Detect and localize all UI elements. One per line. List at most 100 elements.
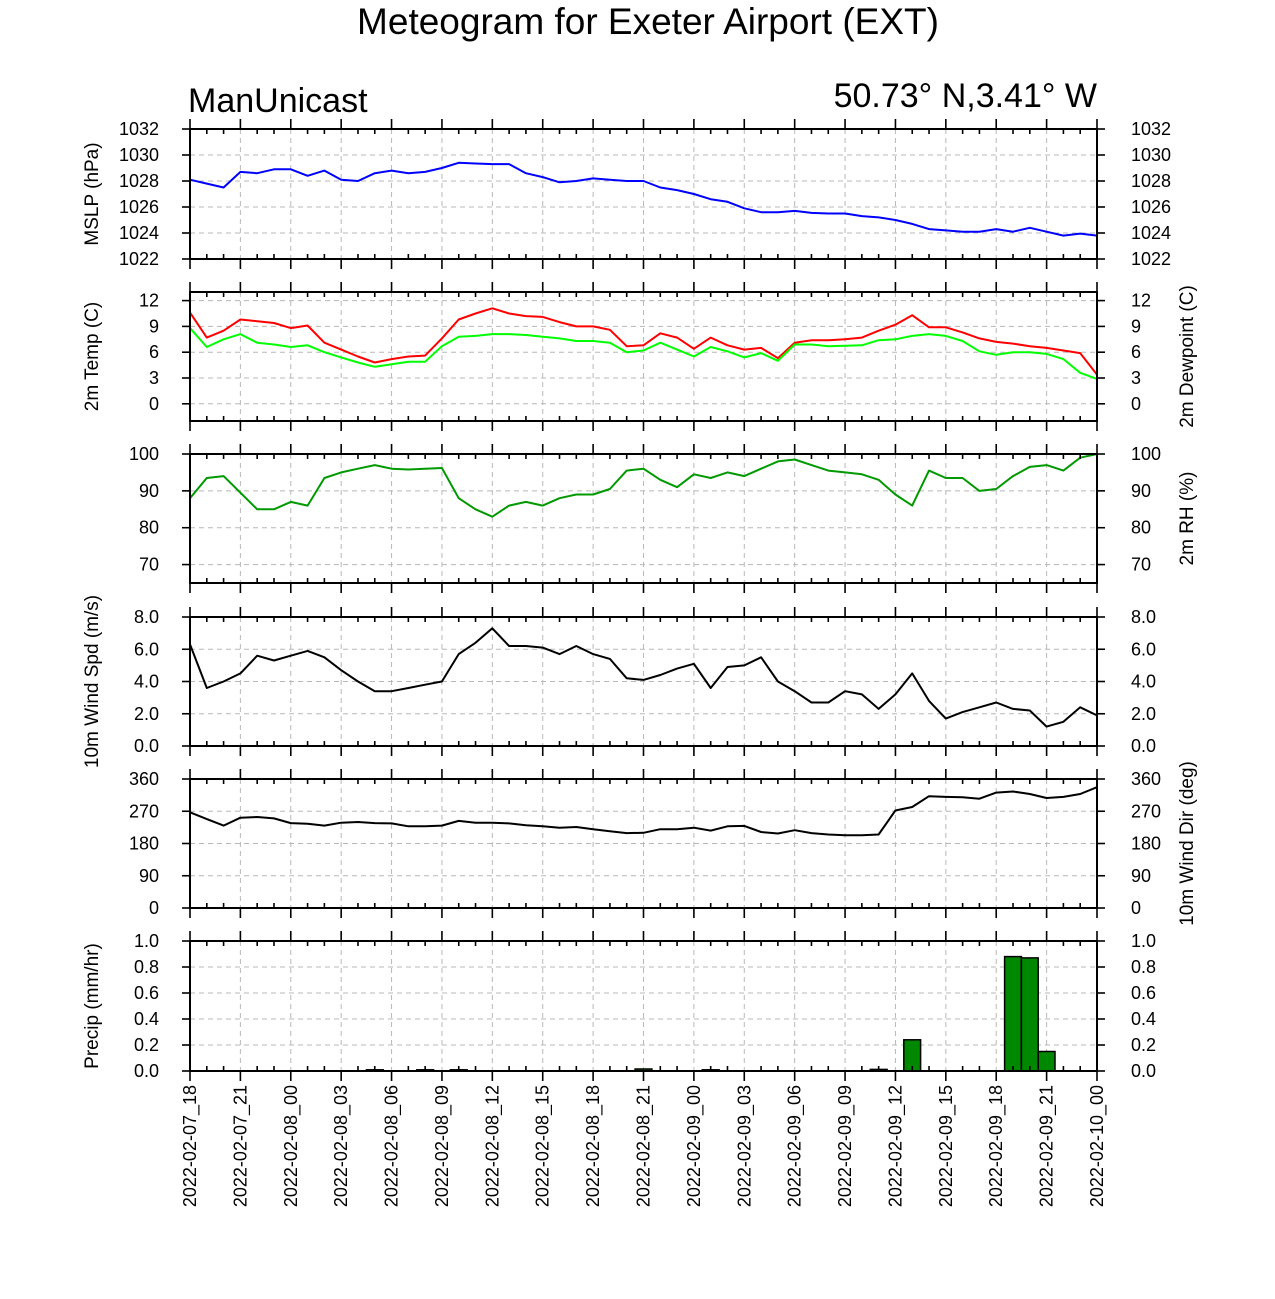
y-tick-label-right: 90	[1131, 481, 1151, 501]
y-tick-label-right: 2.0	[1131, 704, 1156, 724]
x-tick-label-date: 2022-02-09_00	[684, 1085, 705, 1207]
temp-panel: 0 0 3 3 6 6 9 9 12 12 2m Temp (C) 2m Dewpoint (C)	[82, 282, 1198, 431]
rh-panel: 70 70 80 80 90 90 100 100 2m RH (%)	[129, 444, 1198, 593]
y-tick-label-left: 9	[149, 316, 159, 336]
y-tick-label-left: 180	[129, 834, 159, 854]
mslp-series-0-line	[189, 161, 1098, 237]
y-tick-label-left: 80	[139, 518, 159, 538]
y-tick-label-left: 70	[139, 555, 159, 575]
y-tick-label-right: 1032	[1131, 119, 1171, 139]
x-tick-label-date: 2022-02-09_12	[885, 1085, 906, 1207]
panels-group: 1022 1022 1024 1024 1026 1026 1028 1028 1030 1030…	[82, 119, 1198, 1207]
y-tick-label-left: 1.0	[134, 931, 159, 951]
y-tick-label-left: 6	[149, 342, 159, 362]
y-tick-label-right: 0.0	[1131, 736, 1156, 756]
y-tick-label-right: 0.4	[1131, 1009, 1156, 1029]
y-tick-label-right: 1.0	[1131, 931, 1156, 951]
y-tick-label-left: 1030	[119, 145, 159, 165]
x-tick-label-date: 2022-02-07_21	[230, 1085, 251, 1207]
y-tick-label-right: 180	[1131, 834, 1161, 854]
mslp-panel: 1022 1022 1024 1024 1026 1026 1028 1028 1030 1030…	[82, 119, 1171, 269]
temp-ylabel-left: 2m Temp (C)	[82, 302, 103, 411]
y-tick-label-left: 1026	[119, 197, 159, 217]
y-tick-label-left: 0.2	[134, 1035, 159, 1055]
y-tick-label-right: 90	[1131, 866, 1151, 886]
x-tick-label-date: 2022-02-08_06	[382, 1085, 403, 1207]
y-tick-label-right: 0	[1131, 394, 1141, 414]
y-tick-label-left: 270	[129, 801, 159, 821]
x-tick-label-date: 2022-02-08_15	[533, 1085, 554, 1207]
temp-series-1-line	[189, 327, 1098, 380]
y-tick-label-right: 360	[1131, 769, 1161, 789]
y-tick-label-left: 0	[149, 394, 159, 414]
y-tick-label-left: 0.8	[134, 957, 159, 977]
wspd-series-0-line	[189, 627, 1098, 728]
y-tick-label-left: 2.0	[134, 704, 159, 724]
x-tick-label-date: 2022-02-08_12	[482, 1085, 503, 1207]
x-tick-label-date: 2022-02-09_03	[734, 1085, 755, 1207]
y-tick-label-left: 12	[139, 291, 159, 311]
y-tick-label-left: 0.6	[134, 983, 159, 1003]
x-tick-label-date: 2022-02-09_06	[785, 1085, 806, 1207]
y-tick-label-left: 0	[149, 898, 159, 918]
y-tick-label-right: 0	[1131, 898, 1141, 918]
station-location: 50.73° N,3.41° W	[834, 77, 1097, 115]
temp-series-0-line	[189, 307, 1098, 376]
y-tick-label-right: 1028	[1131, 171, 1171, 191]
x-tick-label-date: 2022-02-09_21	[1037, 1085, 1058, 1207]
y-tick-label-right: 0.2	[1131, 1035, 1156, 1055]
y-tick-label-right: 1024	[1131, 223, 1171, 243]
y-tick-label-left: 0.0	[134, 1061, 159, 1081]
y-tick-label-right: 1026	[1131, 197, 1171, 217]
wdir-ylabel-right: 10m Wind Dir (deg)	[1177, 761, 1198, 926]
y-tick-label-right: 4.0	[1131, 672, 1156, 692]
y-tick-label-left: 1024	[119, 223, 159, 243]
precip-ylabel-left: Precip (mm/hr)	[82, 943, 103, 1069]
y-tick-label-right: 1022	[1131, 249, 1171, 269]
y-tick-label-right: 100	[1131, 444, 1161, 464]
y-tick-label-right: 9	[1131, 316, 1141, 336]
y-tick-label-left: 0.4	[134, 1009, 159, 1029]
precip-bar	[1003, 955, 1023, 1072]
y-tick-label-left: 0.0	[134, 736, 159, 756]
y-tick-label-right: 6	[1131, 342, 1141, 362]
precip-panel: 0.0 0.0 0.2 0.2 0.4 0.4 0.6 0.6 0.8 0.8 1.0 1.0 Prec…	[82, 931, 1156, 1081]
y-tick-label-right: 12	[1131, 291, 1151, 311]
y-tick-label-left: 8.0	[134, 607, 159, 627]
y-tick-label-left: 1022	[119, 249, 159, 269]
temp-ylabel-right: 2m Dewpoint (C)	[1177, 285, 1198, 428]
y-tick-label-right: 3	[1131, 368, 1141, 388]
chart-title: Meteogram for Exeter Airport (EXT)	[357, 1, 939, 42]
wdir-series-0-line	[189, 786, 1098, 837]
y-tick-label-left: 4.0	[134, 672, 159, 692]
x-tick-label-date: 2022-02-08_03	[331, 1085, 352, 1207]
x-tick-label-date: 2022-02-09_09	[835, 1085, 856, 1207]
wspd-ylabel-left: 10m Wind Spd (m/s)	[82, 595, 103, 768]
x-tick-label-date: 2022-02-08_18	[583, 1085, 604, 1207]
y-tick-label-right: 0.8	[1131, 957, 1156, 977]
precip-bar	[1020, 957, 1039, 1072]
x-tick-label-date: 2022-02-10_00	[1087, 1085, 1108, 1207]
x-tick-label-date: 2022-02-09_18	[986, 1085, 1007, 1207]
model-name: ManUnicast	[188, 82, 368, 120]
y-tick-label-right: 8.0	[1131, 607, 1156, 627]
y-tick-label-left: 90	[139, 866, 159, 886]
y-tick-label-left: 360	[129, 769, 159, 789]
wspd-panel: 0.0 0.0 2.0 2.0 4.0 4.0 6.0 6.0 8.0 8.0 10m Wind S…	[82, 595, 1156, 768]
y-tick-label-left: 1032	[119, 119, 159, 139]
x-tick-label-date: 2022-02-08_21	[634, 1085, 655, 1207]
y-tick-label-left: 100	[129, 444, 159, 464]
y-tick-label-left: 3	[149, 368, 159, 388]
mslp-ylabel-left: MSLP (hPa)	[82, 142, 103, 245]
x-tick-label-date: 2022-02-08_09	[432, 1085, 453, 1207]
y-tick-label-right: 0.0	[1131, 1061, 1156, 1081]
rh-ylabel-right: 2m RH (%)	[1177, 472, 1198, 566]
y-tick-label-left: 90	[139, 481, 159, 501]
x-tick-label-date: 2022-02-08_00	[281, 1085, 302, 1207]
y-tick-label-left: 1028	[119, 171, 159, 191]
x-tick-label-date: 2022-02-09_15	[936, 1085, 957, 1207]
wdir-panel: 0 0 90 90 180 180 270 270 360 360 10m Wind Dir (de…	[129, 761, 1198, 926]
y-tick-label-right: 80	[1131, 518, 1151, 538]
y-tick-label-right: 270	[1131, 801, 1161, 821]
